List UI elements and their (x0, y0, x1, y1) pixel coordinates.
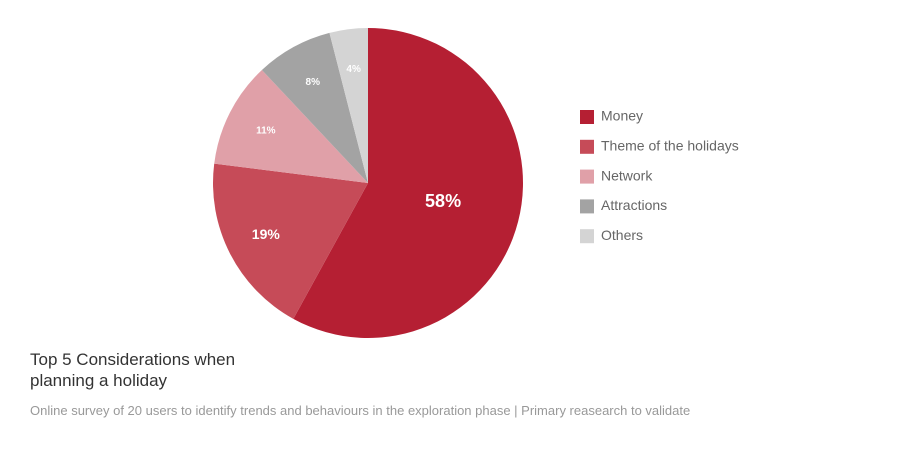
legend-swatch (580, 110, 594, 124)
data-label: 58% (425, 191, 461, 211)
chart-subtitle: Online survey of 20 users to identify tr… (30, 403, 691, 418)
legend-swatch (580, 229, 594, 244)
legend-swatch (580, 199, 594, 214)
data-label: 8% (306, 77, 321, 88)
pie-slice (293, 28, 523, 339)
chart: 58% Money 19% Theme of the holidays 11% Netwo… (213, 28, 739, 339)
legend-swatch (580, 169, 594, 184)
data-label: 11% (256, 126, 276, 137)
legend-swatch (580, 139, 594, 154)
chart-title: Top 5 Considerations when planning a hol… (30, 350, 236, 390)
legend-label: Others (601, 227, 643, 243)
data-label: 19% (252, 226, 281, 242)
pie-slice (214, 70, 368, 183)
pie-slice (329, 28, 368, 183)
legend-label: Attractions (601, 197, 667, 213)
data-label: 4% (346, 64, 361, 75)
legend-label: Network (601, 167, 653, 183)
legend-label: Theme of the holidays (601, 138, 739, 154)
pie-slice (261, 32, 368, 183)
legend-label: Money (601, 108, 643, 124)
pie-slice (213, 163, 368, 319)
